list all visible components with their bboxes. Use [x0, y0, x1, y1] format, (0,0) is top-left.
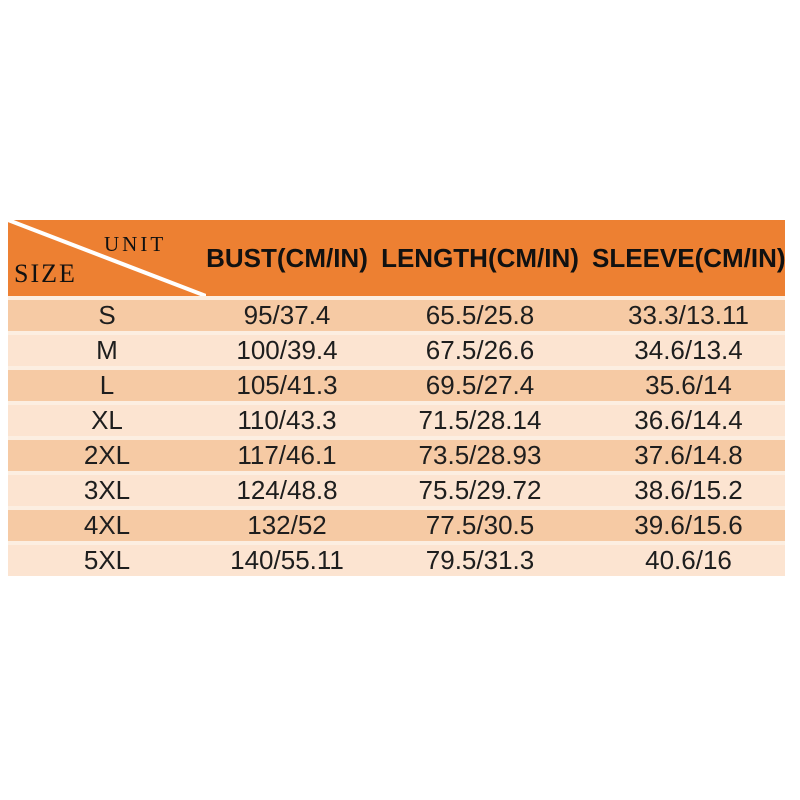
length-cell: 73.5/28.93 [418, 440, 542, 470]
length-cell: 79.5/31.3 [425, 545, 535, 575]
table-row: 2XL 117/46.1 73.5/28.93 37.6/14.8 [8, 440, 785, 471]
sleeve-cell: 38.6/15.2 [634, 475, 743, 505]
bust-cell: 95/37.4 [243, 300, 331, 330]
length-cell: 75.5/29.72 [418, 475, 542, 505]
bust-cell: 100/39.4 [236, 335, 338, 365]
column-header-bust: BUST(CM/IN) [206, 242, 368, 273]
sleeve-cell: 35.6/14 [645, 370, 732, 400]
size-cell: S [98, 300, 116, 330]
size-cell: XL [91, 405, 123, 435]
bust-cell: 124/48.8 [236, 475, 338, 505]
sleeve-cell: 40.6/16 [645, 545, 732, 575]
column-header-sleeve: SLEEVE(CM/IN) [592, 242, 786, 273]
corner-size-label: SIZE [14, 259, 77, 288]
corner-cell-size-unit: UNIT SIZE [8, 220, 206, 296]
diagonal-divider-line [8, 220, 206, 296]
table-row: 4XL 132/52 77.5/30.5 39.6/15.6 [8, 510, 785, 541]
table-row: XL 110/43.3 71.5/28.14 36.6/14.4 [8, 405, 785, 436]
column-header-length: LENGTH(CM/IN) [381, 242, 579, 273]
size-cell: 5XL [83, 545, 131, 575]
table-row: 3XL 124/48.8 75.5/29.72 38.6/15.2 [8, 475, 785, 506]
size-chart-table: UNIT SIZE BUST(CM/IN) LENGTH(CM/IN) SLEE… [8, 220, 786, 576]
sleeve-cell: 36.6/14.4 [634, 405, 743, 435]
table-body: S 95/37.4 65.5/25.8 33.3/13.11 M 100/39.… [8, 300, 785, 576]
length-cell: 69.5/27.4 [425, 370, 535, 400]
length-cell: 67.5/26.6 [425, 335, 535, 365]
bust-cell: 105/41.3 [236, 370, 338, 400]
length-cell: 65.5/25.8 [425, 300, 535, 330]
sleeve-cell: 34.6/13.4 [634, 335, 743, 365]
table-header-row: UNIT SIZE BUST(CM/IN) LENGTH(CM/IN) SLEE… [8, 220, 786, 296]
length-cell: 77.5/30.5 [425, 510, 535, 540]
table-row: M 100/39.4 67.5/26.6 34.6/13.4 [8, 335, 785, 366]
table-row: L 105/41.3 69.5/27.4 35.6/14 [8, 370, 785, 401]
size-cell: 4XL [83, 510, 131, 540]
size-cell: 2XL [83, 440, 131, 470]
size-cell: 3XL [83, 475, 131, 505]
sleeve-cell: 39.6/15.6 [634, 510, 743, 540]
table-row: 5XL 140/55.11 79.5/31.3 40.6/16 [8, 545, 785, 576]
table-row: S 95/37.4 65.5/25.8 33.3/13.11 [8, 300, 785, 331]
size-cell: L [99, 370, 115, 400]
bust-cell: 132/52 [247, 510, 327, 540]
corner-unit-label: UNIT [104, 232, 167, 256]
length-cell: 71.5/28.14 [418, 405, 542, 435]
sleeve-cell: 37.6/14.8 [634, 440, 743, 470]
bust-cell: 140/55.11 [230, 545, 344, 575]
sleeve-cell: 33.3/13.11 [628, 300, 749, 330]
bust-cell: 110/43.3 [237, 405, 337, 435]
size-cell: M [96, 335, 118, 365]
bust-cell: 117/46.1 [237, 440, 337, 470]
